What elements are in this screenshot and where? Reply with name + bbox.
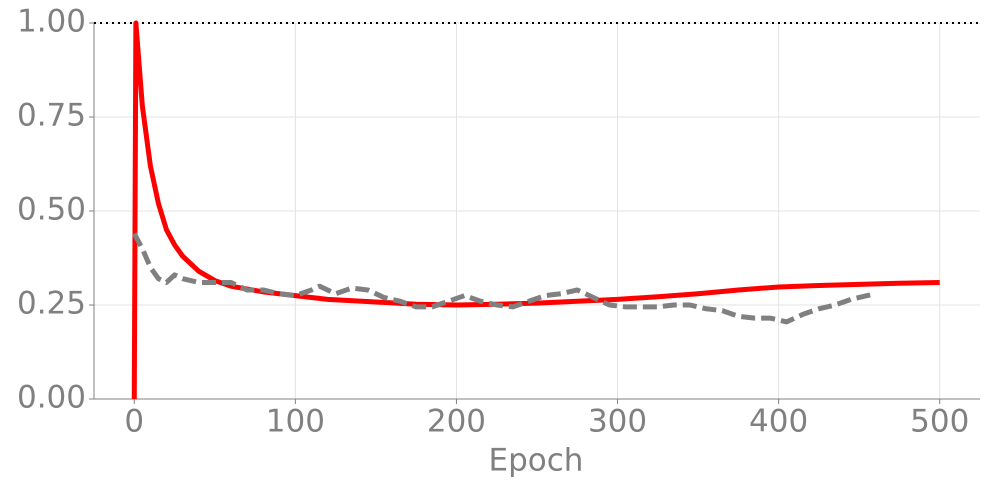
x-axis-label: Epoch [489,443,584,479]
y-tick-label: 0.75 [17,98,86,134]
x-tick-label: 100 [266,404,325,440]
x-tick-label: 0 [124,404,144,440]
x-tick-label: 500 [910,404,969,440]
x-tick-label: 300 [588,404,647,440]
y-tick-label: 0.00 [17,380,86,416]
x-tick-label: 400 [749,404,808,440]
line-series [132,232,876,325]
x-tick-label: 200 [427,404,486,440]
y-tick-label: 0.25 [17,286,86,322]
y-tick-label: 0.50 [17,192,86,228]
y-tick-label: 1.00 [17,4,86,40]
line-series [131,20,940,400]
